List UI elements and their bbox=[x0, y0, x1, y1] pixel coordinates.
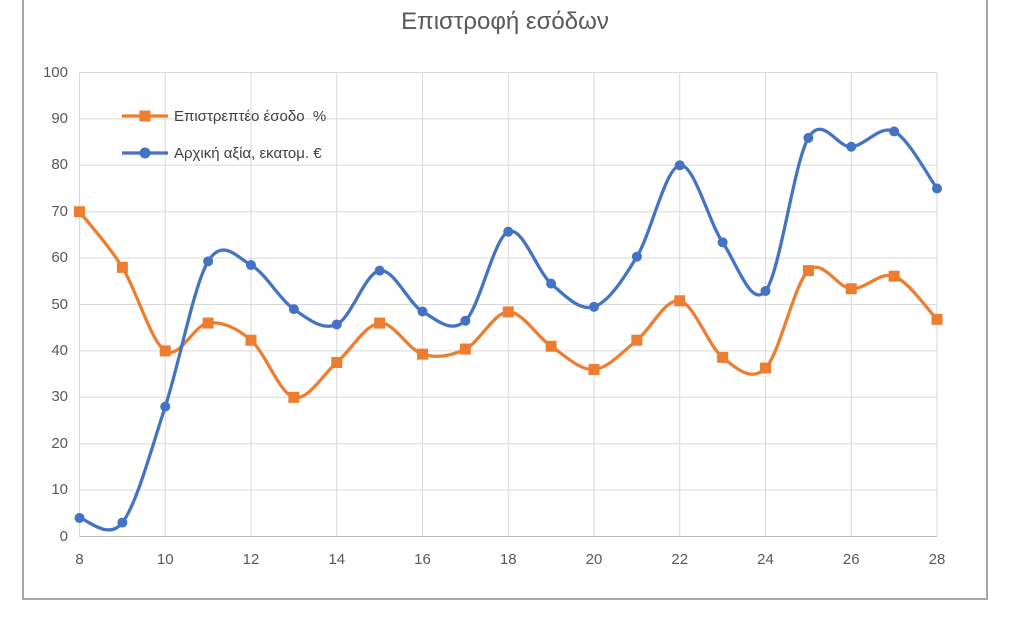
legend-item-revenue-pct: Επιστρεπτέο έσοδο % bbox=[122, 105, 326, 127]
data-point-marker bbox=[374, 265, 385, 276]
data-point-marker bbox=[74, 206, 85, 218]
data-point-marker bbox=[888, 270, 900, 282]
legend-label: Επιστρεπτέο έσοδο % bbox=[174, 107, 327, 125]
data-point-marker bbox=[845, 283, 857, 295]
data-point-marker bbox=[245, 334, 257, 346]
data-point-marker bbox=[288, 304, 299, 315]
data-point-marker bbox=[588, 363, 600, 375]
data-point-marker bbox=[246, 260, 256, 271]
data-point-marker bbox=[760, 286, 771, 297]
data-point-marker bbox=[674, 295, 686, 307]
data-point-marker bbox=[631, 334, 643, 346]
data-point-marker bbox=[203, 256, 214, 267]
data-point-marker bbox=[331, 319, 342, 330]
data-point-marker bbox=[331, 357, 343, 368]
data-point-marker bbox=[160, 401, 171, 412]
data-point-marker bbox=[502, 306, 514, 318]
data-point-marker bbox=[459, 343, 471, 355]
data-point-marker bbox=[546, 278, 557, 289]
data-point-marker bbox=[802, 265, 814, 277]
legend-marker-square-icon bbox=[122, 110, 168, 122]
legend-marker-circle-icon bbox=[122, 147, 168, 159]
data-point-marker bbox=[374, 317, 386, 329]
data-point-marker bbox=[846, 141, 857, 152]
data-point-marker bbox=[889, 126, 900, 137]
data-point-marker bbox=[760, 362, 771, 374]
data-point-marker bbox=[417, 306, 428, 317]
legend: Επιστρεπτέο έσοδο % Αρχική αξία, εκατομ.… bbox=[122, 105, 326, 179]
data-point-marker bbox=[117, 517, 128, 528]
data-point-marker bbox=[931, 313, 943, 325]
data-point-marker bbox=[288, 391, 300, 403]
data-point-marker bbox=[116, 261, 128, 273]
chart-title: Επιστροφή εσόδων bbox=[401, 8, 609, 35]
data-point-marker bbox=[460, 315, 471, 326]
legend-label: Αρχική αξία, εκατομ. € bbox=[174, 144, 322, 162]
data-point-marker bbox=[159, 345, 171, 357]
data-point-marker bbox=[674, 160, 685, 171]
data-point-marker bbox=[717, 351, 729, 363]
data-point-marker bbox=[545, 340, 557, 352]
data-point-marker bbox=[417, 348, 428, 360]
chart-frame bbox=[22, 0, 988, 600]
data-point-marker bbox=[74, 512, 85, 523]
data-point-marker bbox=[803, 132, 814, 143]
data-point-marker bbox=[202, 317, 214, 329]
data-point-marker bbox=[503, 226, 514, 237]
data-point-marker bbox=[932, 183, 942, 194]
legend-item-initial-value: Αρχική αξία, εκατομ. € bbox=[122, 142, 326, 164]
data-point-marker bbox=[589, 301, 599, 312]
data-point-marker bbox=[631, 251, 642, 262]
data-point-marker bbox=[717, 237, 728, 248]
